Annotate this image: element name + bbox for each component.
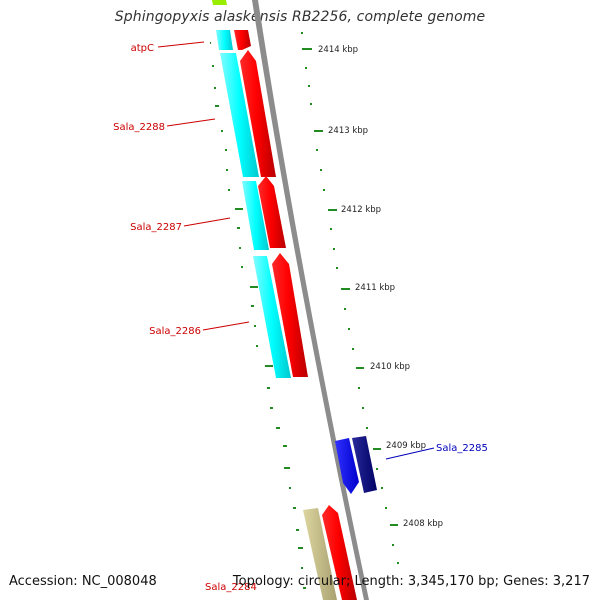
gene-arrow-sala-2285-navy	[352, 436, 377, 493]
accession-text: Accession: NC_008048	[9, 574, 157, 589]
gene-arrow-sala-2286-cyan	[253, 256, 291, 378]
gene-label-sala-2285: Sala_2285	[436, 443, 488, 454]
gene-arrow-sala-2287-red	[258, 176, 286, 248]
gene-arrow-sala-2288-red	[240, 50, 276, 177]
leader-sala-2288	[166, 118, 216, 127]
topology-text: Topology: circular; Length: 3,345,170 bp…	[232, 574, 590, 589]
scale-label-2414: 2414 kbp	[318, 45, 358, 55]
scale-label-2413: 2413 kbp	[328, 126, 368, 136]
gene-arrow-sala-2288-cyan	[220, 53, 259, 177]
scale-label-2411: 2411 kbp	[355, 283, 395, 293]
gene-leader-lines	[157, 41, 435, 460]
gene-arrow-sala-2284-olive	[303, 508, 337, 600]
gene-label-sala-2287: Sala_2287	[130, 222, 182, 233]
leader-atpC	[157, 41, 205, 48]
leader-sala-2287	[183, 217, 231, 227]
gene-label-atpC: atpC	[131, 43, 154, 54]
scale-label-2412: 2412 kbp	[341, 205, 381, 215]
scale-label-2408: 2408 kbp	[403, 519, 443, 529]
gene-arrow-top-red	[234, 30, 251, 50]
leader-sala-2286	[202, 321, 250, 331]
leader-sala-2285	[385, 447, 435, 460]
genome-backbone	[252, 0, 369, 600]
gene-arrow-green	[212, 0, 227, 5]
gene-arrow-sala-2287-cyan	[242, 181, 269, 250]
genome-title: Sphingopyxis alaskensis RB2256, complete…	[114, 9, 486, 25]
gene-arrow-top-cyan	[216, 30, 233, 50]
gene-label-sala-2286: Sala_2286	[149, 326, 201, 337]
gene-arrow-sala-2284-red	[322, 505, 357, 600]
left-tick-track	[210, 42, 306, 589]
scale-label-2409: 2409 kbp	[386, 441, 426, 451]
scale-tick-track	[301, 32, 399, 564]
gene-arrow-sala-2285-blue	[335, 438, 359, 494]
scale-label-2410: 2410 kbp	[370, 362, 410, 372]
gene-arrow-sala-2286-red	[272, 253, 308, 377]
gene-label-sala-2288: Sala_2288	[113, 122, 165, 133]
gene-label-sala-2284: Sala_2284	[205, 582, 257, 593]
